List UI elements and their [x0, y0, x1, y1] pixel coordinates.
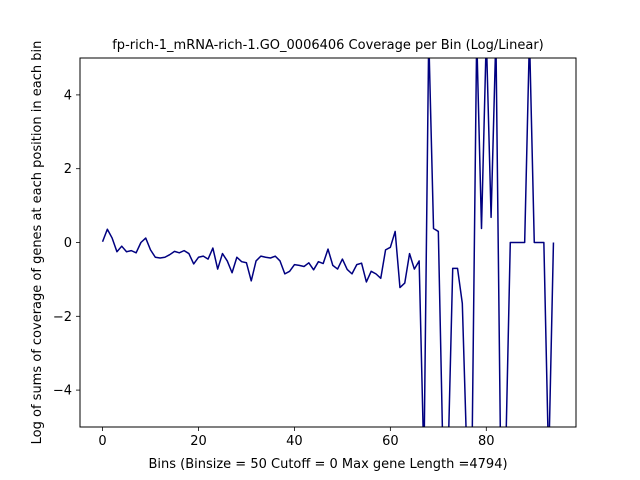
x-axis-ticks: 0 20 40 60 80 — [98, 427, 495, 449]
y-tick-label: 0 — [64, 236, 72, 251]
x-tick-label: 40 — [286, 434, 303, 449]
x-axis-label: Bins (Binsize = 50 Cutoff = 0 Max gene L… — [148, 457, 507, 472]
x-tick-label: 80 — [478, 434, 495, 449]
y-axis-label: Log of sums of coverage of genes at each… — [30, 41, 45, 445]
y-tick-label: 2 — [64, 162, 72, 177]
plot-area — [101, 58, 555, 427]
y-axis-ticks: −4 −2 0 2 4 — [53, 88, 80, 399]
series-line-0 — [101, 58, 555, 427]
x-tick-label: 60 — [382, 434, 399, 449]
y-tick-label: −4 — [53, 384, 72, 399]
x-tick-label: 20 — [190, 434, 207, 449]
y-tick-label: −2 — [53, 310, 72, 325]
chart-title: fp-rich-1_mRNA-rich-1.GO_0006406 Coverag… — [112, 38, 544, 53]
x-tick-label: 0 — [98, 434, 106, 449]
y-tick-label: 4 — [64, 88, 72, 103]
